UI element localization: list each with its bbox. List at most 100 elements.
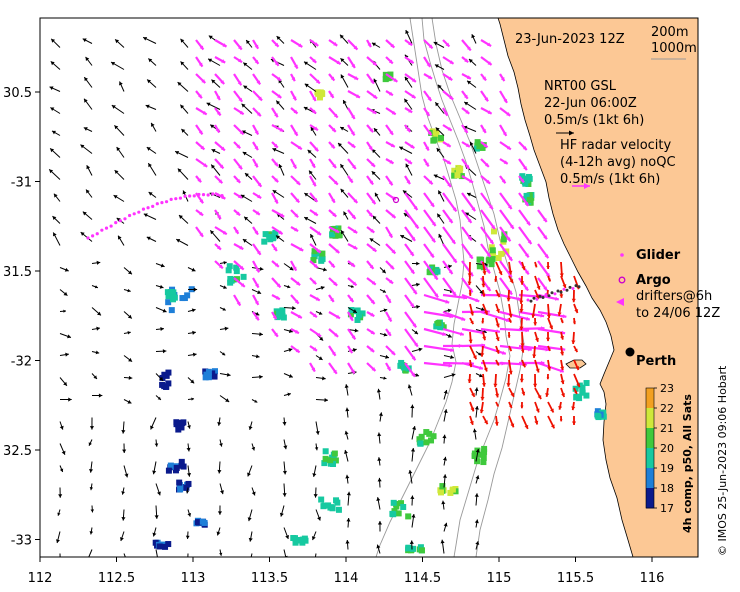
model-arrow-head (190, 379, 195, 384)
sst-cell (175, 421, 182, 428)
hf-radar-arrow-head (448, 76, 453, 81)
drifter-point (174, 197, 178, 201)
drifter-point (178, 196, 183, 200)
hf-radar-arrow-head (386, 366, 391, 371)
hf-radar-arrow-head (297, 314, 302, 319)
hf-radar-arrow-head (238, 165, 242, 170)
sst-cell (295, 536, 302, 543)
model-current-arrows (48, 29, 488, 557)
sst-cell (332, 232, 339, 239)
sst-cell (301, 536, 308, 543)
hf-radar-arrow-head (524, 286, 529, 291)
model-arrow-head (67, 334, 71, 339)
hf-radar-arrow-head (294, 213, 299, 218)
hf-radar-arrow-head (236, 178, 241, 183)
model-arrow-head (313, 494, 318, 498)
hf-radar-arrow-head (199, 211, 204, 216)
model-name: NRT00 GSL (544, 79, 617, 94)
model-arrow-head (121, 430, 126, 434)
colorbar-segment (646, 504, 654, 507)
hf-radar-arrow-head (203, 163, 208, 167)
model-arrow-head (90, 509, 95, 513)
model-arrow-head (247, 517, 252, 522)
model-arrow-head (257, 290, 262, 295)
hf-radar-arrow (499, 293, 522, 301)
sst-cell (277, 313, 284, 320)
sst-cell (279, 307, 286, 314)
hf-radar-arrow (499, 361, 528, 366)
hf-radar-arrow-head (408, 41, 413, 46)
model-arrow-head (152, 470, 157, 475)
colorbar-segment (646, 424, 654, 427)
sst-cell (525, 173, 532, 180)
model-arrow-head (350, 284, 354, 288)
model-arrow-head (68, 397, 72, 402)
hf-radar-arrow-head (468, 254, 473, 259)
drifter-point (197, 192, 201, 197)
model-arrow-head (285, 535, 290, 539)
radar-arrow-head (510, 392, 514, 397)
model-arrow-head (150, 425, 154, 430)
y-tick-label: -31 (11, 176, 32, 191)
sst-cell (454, 172, 461, 179)
model-arrow-head (82, 38, 87, 43)
radar-arrow-head (493, 383, 498, 388)
glider-point (544, 293, 548, 297)
colorbar-segment (646, 396, 654, 399)
model-arrow-head (369, 238, 374, 243)
hf-radar-arrow-head (197, 178, 202, 183)
drifter-point (91, 234, 95, 238)
radar-arrow-head (508, 404, 513, 408)
hf-radar-arrow-head (254, 146, 258, 151)
hf-radar-arrow-head (349, 297, 354, 302)
hf-radar-arrow-head (465, 109, 470, 114)
radar-arrow-head (468, 339, 473, 344)
contour-1000m (375, 18, 465, 557)
model-arrow-head (85, 56, 90, 61)
model-arrow-head (83, 127, 88, 131)
drifter-point (114, 221, 118, 225)
sst-cell (240, 273, 247, 280)
drifter-point (137, 210, 141, 214)
hf-radar-arrow-head (486, 269, 490, 274)
model-arrow-head (244, 216, 249, 221)
model-arrow-head (433, 41, 438, 46)
model-arrow-head (124, 473, 129, 478)
model-arrow-head (314, 447, 319, 451)
hf-radar-arrow-head (255, 268, 260, 273)
model-arrow-head (88, 442, 92, 446)
model-arrow-head (98, 393, 103, 398)
hf-radar-arrow-head (221, 59, 226, 63)
hf-radar-arrow-head (387, 317, 392, 322)
hf-radar-arrow-head (218, 179, 223, 184)
radar-arrow-head (560, 351, 565, 356)
radar-arrow-head (520, 405, 524, 409)
model-arrow-head (343, 211, 348, 216)
radar-arrow-head (520, 281, 525, 285)
plot-frame (39, 17, 699, 558)
model-arrow-head (341, 230, 345, 235)
sst-cell (594, 412, 601, 419)
hf-radar-arrow-head (525, 316, 530, 321)
sst-cell (431, 136, 438, 143)
glider-marker-icon (620, 253, 624, 257)
sst-cell (321, 460, 328, 467)
model-arrow-head (119, 537, 124, 542)
hf-radar-arrow-head (369, 128, 374, 133)
sst-cell (430, 433, 437, 440)
drifter-point (118, 219, 122, 223)
sst-cell (449, 486, 456, 493)
model-arrow-head (307, 149, 312, 154)
model-arrow-head (111, 105, 116, 109)
model-arrow-head (180, 104, 185, 109)
hf-radar-arrow-head (355, 94, 360, 98)
model-arrow-head (82, 211, 87, 216)
radar-arrow-head (571, 298, 576, 303)
sst-cell (336, 231, 343, 238)
hf-radar-arrow-head (220, 80, 225, 85)
hf-radar-arrow-head (314, 147, 319, 152)
contour-shelf (431, 18, 525, 557)
radar-arrow-head (482, 270, 487, 275)
radar-arrow-head (506, 383, 511, 387)
hf-radar-arrow-head (506, 145, 511, 150)
